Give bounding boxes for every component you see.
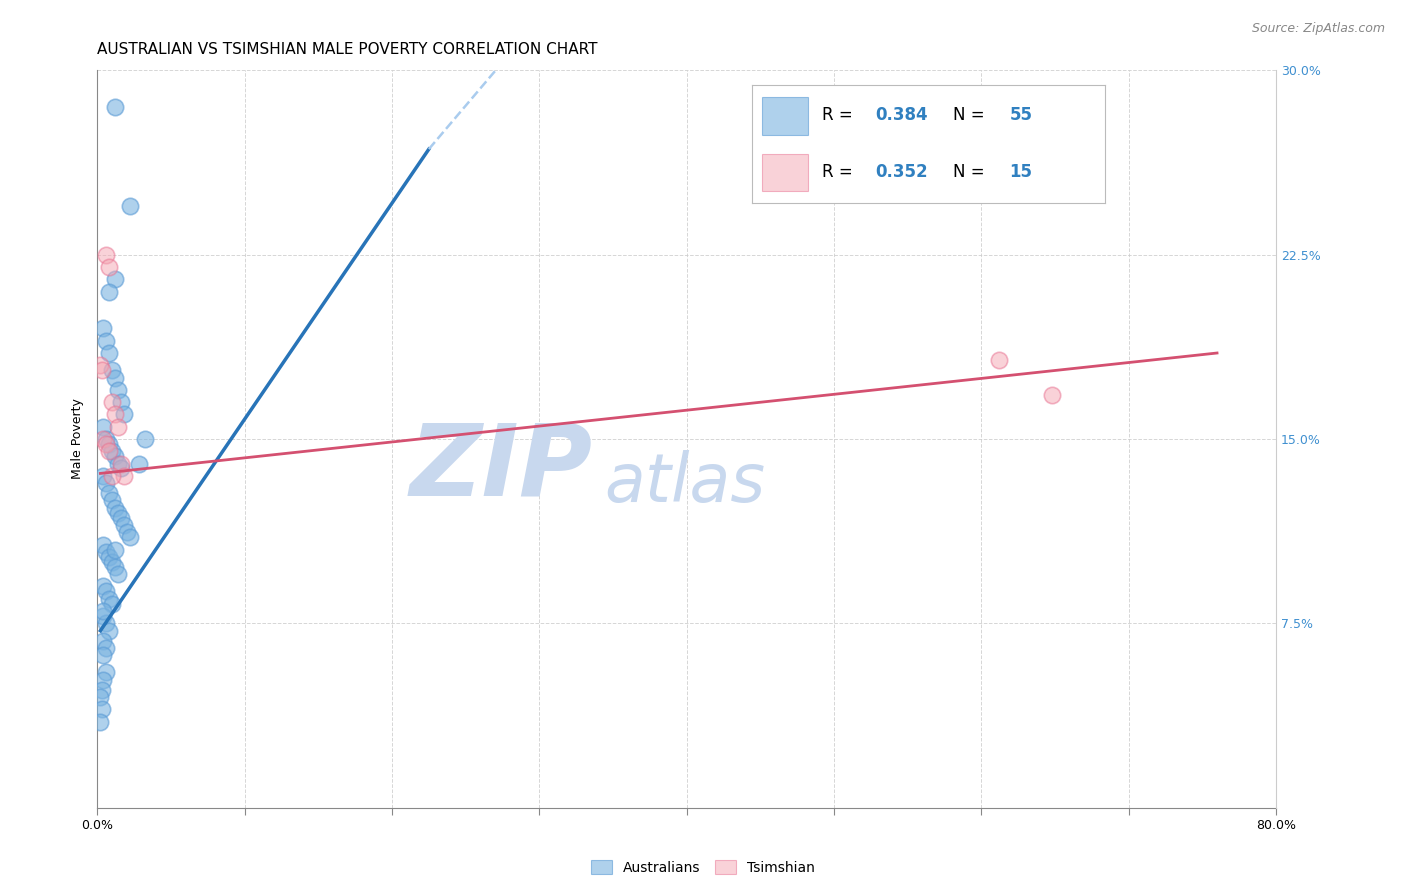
Point — [96, 665, 118, 680]
Point — [104, 559, 127, 574]
Point — [90, 363, 112, 377]
Point — [101, 363, 124, 377]
Point — [988, 353, 1011, 368]
Point — [107, 419, 129, 434]
Point — [112, 468, 135, 483]
Point — [110, 457, 132, 471]
Point — [91, 538, 114, 552]
Point — [91, 633, 114, 648]
Point — [104, 370, 127, 384]
Point — [91, 609, 114, 624]
Point — [98, 549, 121, 564]
Point — [1040, 388, 1063, 402]
Point — [98, 624, 121, 638]
Point — [96, 545, 118, 559]
Point — [89, 359, 111, 373]
Point — [118, 198, 141, 212]
Point — [91, 419, 114, 434]
Point — [104, 449, 127, 463]
Point — [96, 432, 118, 446]
Point — [101, 468, 124, 483]
Point — [110, 461, 132, 475]
Y-axis label: Male Poverty: Male Poverty — [72, 399, 84, 479]
Point — [98, 285, 121, 299]
Point — [98, 486, 121, 500]
Point — [96, 640, 118, 655]
Point — [112, 518, 135, 533]
Point — [107, 506, 129, 520]
Text: AUSTRALIAN VS TSIMSHIAN MALE POVERTY CORRELATION CHART: AUSTRALIAN VS TSIMSHIAN MALE POVERTY COR… — [97, 42, 598, 57]
Point — [96, 248, 118, 262]
Point — [104, 542, 127, 557]
Point — [110, 510, 132, 524]
Point — [96, 476, 118, 491]
Point — [104, 100, 127, 114]
Point — [98, 444, 121, 458]
Point — [90, 682, 112, 697]
Point — [101, 597, 124, 611]
Point — [91, 579, 114, 593]
Point — [98, 437, 121, 451]
Point — [104, 272, 127, 286]
Point — [110, 395, 132, 409]
Point — [96, 334, 118, 348]
Point — [104, 408, 127, 422]
Point — [98, 591, 121, 606]
Point — [112, 408, 135, 422]
Point — [134, 432, 156, 446]
Point — [91, 648, 114, 663]
Point — [128, 457, 150, 471]
Point — [91, 673, 114, 687]
Point — [101, 493, 124, 508]
Point — [89, 690, 111, 704]
Point — [91, 432, 114, 446]
Point — [90, 702, 112, 716]
Point — [96, 437, 118, 451]
Point — [91, 321, 114, 335]
Point — [101, 444, 124, 458]
Text: Source: ZipAtlas.com: Source: ZipAtlas.com — [1251, 22, 1385, 36]
Point — [101, 555, 124, 569]
Legend: Australians, Tsimshian: Australians, Tsimshian — [586, 855, 820, 880]
Point — [107, 457, 129, 471]
Point — [89, 714, 111, 729]
Point — [91, 468, 114, 483]
Point — [98, 260, 121, 274]
Point — [107, 383, 129, 397]
Point — [91, 604, 114, 618]
Text: ZIP: ZIP — [409, 420, 592, 517]
Point — [96, 616, 118, 631]
Point — [115, 525, 138, 540]
Point — [104, 500, 127, 515]
Point — [98, 346, 121, 360]
Text: atlas: atlas — [605, 450, 765, 516]
Point — [118, 530, 141, 544]
Point — [96, 584, 118, 599]
Point — [107, 567, 129, 582]
Point — [101, 395, 124, 409]
